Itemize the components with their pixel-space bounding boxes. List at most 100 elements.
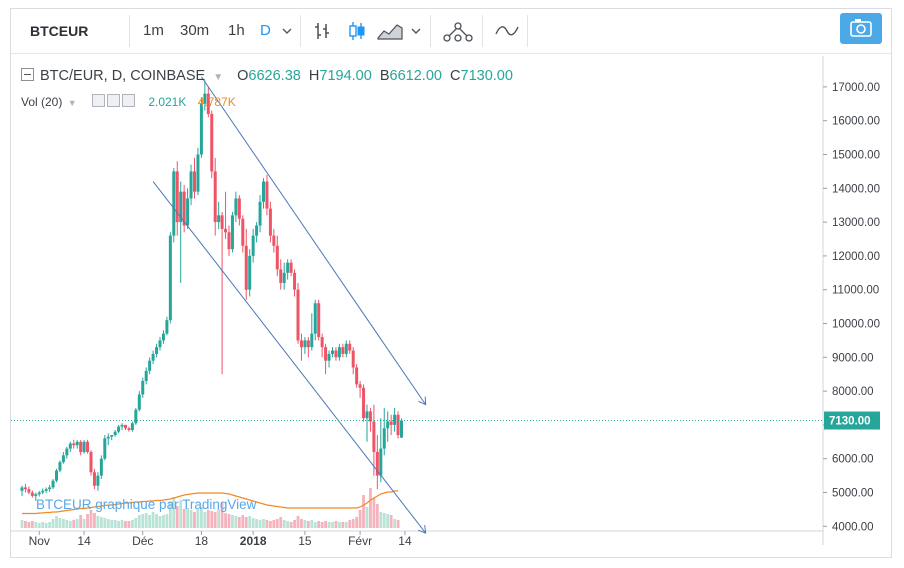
symbol-search[interactable]: BTCEUR — [30, 23, 89, 39]
channel-line — [200, 76, 427, 405]
candle-body — [351, 350, 355, 368]
snapshot-button[interactable] — [840, 13, 882, 44]
volume-bar — [148, 515, 152, 528]
open-value: 6626.38 — [248, 68, 301, 84]
toolbar-divider — [129, 15, 130, 47]
volume-bar — [62, 519, 65, 528]
candle-body — [41, 490, 45, 493]
candle-body — [320, 337, 324, 348]
candle-body — [58, 462, 62, 471]
volume-bar — [275, 519, 279, 528]
candle-body — [23, 487, 27, 490]
interval-1m[interactable]: 1m — [143, 22, 164, 39]
volume-bar — [348, 520, 352, 528]
volume-bar — [386, 514, 390, 528]
volume-bar — [269, 521, 272, 528]
y-tick-label: 17000.00 — [832, 82, 880, 94]
volume-legend: Vol (20) ▼ 2.021K 4.787K — [21, 94, 236, 109]
candle-body — [168, 235, 172, 321]
candle-body — [227, 232, 231, 250]
chevron-down-icon[interactable] — [281, 25, 293, 37]
volume-bar — [296, 516, 300, 528]
candle-body — [303, 340, 307, 348]
volume-bar — [99, 517, 103, 528]
candle-body — [379, 448, 383, 476]
candle-body — [175, 171, 179, 223]
collapse-icon[interactable] — [21, 68, 34, 81]
chevron-down-icon[interactable] — [410, 25, 422, 37]
high-label: H — [308, 68, 320, 84]
candle-body — [265, 181, 269, 209]
candle-body — [103, 438, 107, 459]
candle-body — [344, 343, 348, 354]
legend-menu-icon[interactable]: ▼ — [213, 72, 224, 83]
eye-icon[interactable] — [91, 94, 105, 107]
volume-bar — [24, 521, 27, 528]
volume-bar — [241, 515, 245, 528]
candle-body — [210, 113, 214, 172]
candle-body — [44, 489, 48, 491]
volume-menu-icon[interactable]: ▼ — [67, 98, 77, 108]
volume-bar — [168, 502, 172, 528]
candle-body — [324, 347, 328, 361]
bar-style-icon[interactable] — [313, 21, 333, 41]
volume-bar — [89, 510, 93, 528]
y-tick-label: 9000.00 — [832, 352, 874, 364]
volume-bar — [155, 514, 158, 528]
compare-icon[interactable] — [495, 24, 519, 38]
x-tick-label: Nov — [29, 534, 50, 548]
volume-bar — [344, 522, 348, 528]
volume-bar — [334, 521, 338, 528]
volume-bar — [82, 519, 86, 528]
y-tick-label: 8000.00 — [832, 386, 874, 398]
volume-bar — [327, 522, 331, 528]
legend-title: BTC/EUR, D, COINBASE — [40, 68, 206, 84]
candle-body — [65, 448, 69, 456]
toolbar-divider — [430, 15, 431, 47]
volume-bar — [79, 515, 83, 528]
candle-body — [144, 370, 148, 381]
last-price-label: 7130.00 — [829, 416, 871, 428]
close-icon[interactable] — [121, 94, 135, 107]
interval-1h[interactable]: 1h — [228, 22, 245, 39]
candle-body — [213, 171, 217, 223]
candle-body — [61, 455, 65, 463]
candle-body — [275, 245, 279, 270]
volume-bar — [34, 522, 38, 528]
volume-bar — [369, 488, 372, 528]
candle-body — [358, 384, 362, 388]
candle-body — [286, 262, 290, 273]
candle-body — [37, 492, 41, 495]
x-tick-label: Févr — [348, 534, 372, 548]
volume-bar — [131, 520, 134, 528]
y-tick-label: 4000.00 — [832, 521, 874, 533]
volume-bar — [300, 519, 303, 528]
volume-bar — [279, 517, 283, 528]
candle-body — [155, 347, 159, 354]
area-style-icon[interactable] — [377, 21, 403, 41]
candle-body — [127, 428, 131, 430]
volume-bar — [255, 519, 258, 528]
interval-30m[interactable]: 30m — [180, 22, 210, 39]
candle-body — [137, 394, 141, 410]
candle-body — [134, 409, 138, 424]
candle-body — [89, 451, 93, 473]
volume-bar — [237, 517, 241, 528]
candle-body — [334, 350, 338, 358]
settings-icon[interactable] — [106, 94, 120, 107]
candle-body — [282, 272, 286, 283]
volume-bar — [117, 521, 120, 528]
candle-body — [393, 414, 397, 425]
volume-bar — [213, 512, 217, 528]
volume-value: 2.021K — [148, 95, 187, 109]
volume-bar — [351, 519, 355, 528]
interval-d[interactable]: D — [260, 22, 271, 39]
candle-body — [382, 428, 386, 449]
volume-bar — [134, 518, 138, 528]
last-price-tag — [824, 411, 880, 430]
candle-body — [55, 470, 58, 481]
indicators-icon[interactable] — [443, 21, 473, 43]
candle-style-icon[interactable] — [347, 21, 367, 41]
candle-body — [193, 171, 196, 192]
